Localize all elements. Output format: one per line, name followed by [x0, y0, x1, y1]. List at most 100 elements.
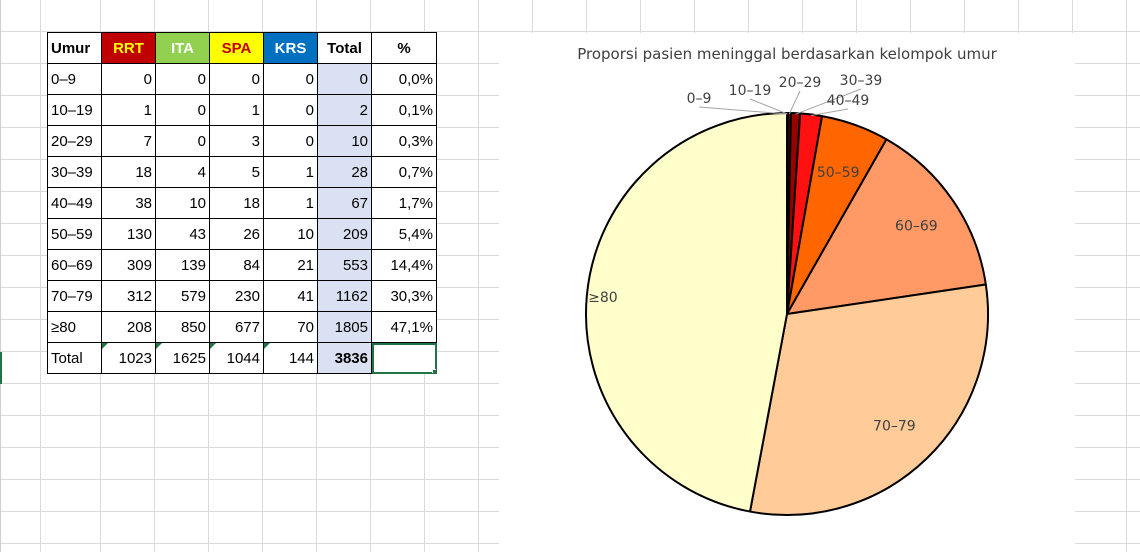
table-cell[interactable]: 0,3% — [371, 125, 437, 157]
header-umur[interactable]: Umur — [47, 32, 102, 64]
table-cell[interactable]: 28 — [317, 156, 372, 188]
table-cell[interactable]: 130 — [101, 218, 156, 250]
table-row: 40–49 38 10 18 1 67 1,7% — [47, 187, 437, 219]
table-cell[interactable]: 67 — [317, 187, 372, 219]
table-cell[interactable]: 1 — [263, 187, 318, 219]
table-cell[interactable]: 84 — [209, 249, 264, 281]
pie-label-30-39: 30–39 — [840, 73, 883, 89]
table-cell[interactable]: 40–49 — [47, 187, 102, 219]
table-cell[interactable]: 30–39 — [47, 156, 102, 188]
table-cell[interactable]: 70 — [263, 311, 318, 343]
table-cell[interactable]: 677 — [209, 311, 264, 343]
table-cell[interactable]: 10–19 — [47, 94, 102, 126]
pie-leader-lines — [698, 88, 862, 116]
leader-line-20-29 — [788, 90, 801, 115]
pie-slice-70-79[interactable] — [749, 283, 989, 516]
total-cell[interactable]: 144 — [263, 342, 318, 374]
total-cell[interactable]: 3836 — [317, 342, 372, 374]
table-cell[interactable]: 2 — [317, 94, 372, 126]
chart-title: Proporsi pasien meninggal berdasarkan ke… — [577, 45, 997, 63]
table-cell[interactable]: 0 — [263, 63, 318, 95]
pie-slices — [585, 112, 989, 516]
total-cell[interactable]: Total — [47, 342, 102, 374]
data-table: Umur RRT ITA SPA KRS Total % 0–9 0 0 0 0 0 0,0… — [47, 32, 437, 374]
table-row: 30–39 18 4 5 1 28 0,7% — [47, 156, 437, 188]
table-cell[interactable]: 0,7% — [371, 156, 437, 188]
table-body: 0–9 0 0 0 0 0 0,0% 10–19 1 0 1 0 2 0,1% 20–29 7 0 3 0 10 0,3… — [47, 63, 437, 374]
table-cell[interactable]: 208 — [101, 311, 156, 343]
header-ita[interactable]: ITA — [155, 32, 210, 64]
pie-chart[interactable]: Proporsi pasien meninggal berdasarkan ke… — [499, 33, 1075, 552]
table-cell[interactable]: 5,4% — [371, 218, 437, 250]
table-cell[interactable]: 21 — [263, 249, 318, 281]
table-cell[interactable]: 26 — [209, 218, 264, 250]
table-cell[interactable]: 20–29 — [47, 125, 102, 157]
header-total[interactable]: Total — [317, 32, 372, 64]
table-cell[interactable]: 0 — [263, 125, 318, 157]
table-cell[interactable]: 1 — [263, 156, 318, 188]
table-cell[interactable]: 0,0% — [371, 63, 437, 95]
table-cell[interactable]: 4 — [155, 156, 210, 188]
table-cell[interactable]: 0,1% — [371, 94, 437, 126]
pie-label-70-79: 70–79 — [873, 418, 916, 434]
table-cell[interactable]: 7 — [101, 125, 156, 157]
table-cell[interactable]: 30,3% — [371, 280, 437, 312]
pie-label-20-29: 20–29 — [779, 75, 822, 91]
table-cell[interactable]: 14,4% — [371, 249, 437, 281]
table-cell[interactable]: 41 — [263, 280, 318, 312]
table-cell[interactable]: 553 — [317, 249, 372, 281]
header-rrt[interactable]: RRT — [101, 32, 156, 64]
table-cell[interactable]: 0 — [317, 63, 372, 95]
active-cell[interactable] — [371, 342, 437, 374]
table-cell[interactable]: 139 — [155, 249, 210, 281]
pie-label-ge80: ≥80 — [588, 290, 618, 306]
leader-line-40-49 — [810, 108, 849, 116]
table-cell[interactable]: 3 — [209, 125, 264, 157]
table-cell[interactable]: 0 — [101, 63, 156, 95]
row-selection-marker — [0, 352, 2, 384]
header-krs[interactable]: KRS — [263, 32, 318, 64]
table-cell[interactable]: 1 — [101, 94, 156, 126]
table-cell[interactable]: 60–69 — [47, 249, 102, 281]
pie-label-0-9: 0–9 — [687, 91, 712, 107]
table-cell[interactable]: 1805 — [317, 311, 372, 343]
leader-line-10-19 — [749, 98, 788, 115]
table-cell[interactable]: ≥80 — [47, 311, 102, 343]
table-row: ≥80 208 850 677 70 1805 47,1% — [47, 311, 437, 343]
table-cell[interactable]: 1162 — [317, 280, 372, 312]
header-percent[interactable]: % — [371, 32, 437, 64]
table-cell[interactable]: 5 — [209, 156, 264, 188]
table-cell[interactable]: 0 — [209, 63, 264, 95]
table-cell[interactable]: 1,7% — [371, 187, 437, 219]
table-cell[interactable]: 10 — [263, 218, 318, 250]
pie-slice-60-69[interactable] — [786, 138, 987, 315]
table-cell[interactable]: 43 — [155, 218, 210, 250]
table-cell[interactable]: 70–79 — [47, 280, 102, 312]
table-cell[interactable]: 38 — [101, 187, 156, 219]
total-cell[interactable]: 1023 — [101, 342, 156, 374]
table-cell[interactable]: 209 — [317, 218, 372, 250]
table-cell[interactable]: 1 — [209, 94, 264, 126]
pie-slice-ge80[interactable] — [585, 112, 788, 513]
table-cell[interactable]: 0 — [155, 94, 210, 126]
table-cell[interactable]: 230 — [209, 280, 264, 312]
table-cell[interactable]: 579 — [155, 280, 210, 312]
table-cell[interactable]: 0 — [155, 125, 210, 157]
table-cell[interactable]: 850 — [155, 311, 210, 343]
table-cell[interactable]: 18 — [209, 187, 264, 219]
table-cell[interactable]: 309 — [101, 249, 156, 281]
header-row: Umur RRT ITA SPA KRS Total % — [47, 32, 437, 64]
total-cell[interactable]: 1044 — [209, 342, 264, 374]
total-cell[interactable]: 1625 — [155, 342, 210, 374]
table-cell[interactable]: 0 — [155, 63, 210, 95]
table-cell[interactable]: 10 — [155, 187, 210, 219]
table-cell[interactable]: 0–9 — [47, 63, 102, 95]
table-cell[interactable]: 18 — [101, 156, 156, 188]
table-cell[interactable]: 47,1% — [371, 311, 437, 343]
table-cell[interactable]: 50–59 — [47, 218, 102, 250]
table-cell[interactable]: 0 — [263, 94, 318, 126]
header-spa[interactable]: SPA — [209, 32, 264, 64]
table-row: 0–9 0 0 0 0 0 0,0% — [47, 63, 437, 95]
table-cell[interactable]: 312 — [101, 280, 156, 312]
table-cell[interactable]: 10 — [317, 125, 372, 157]
